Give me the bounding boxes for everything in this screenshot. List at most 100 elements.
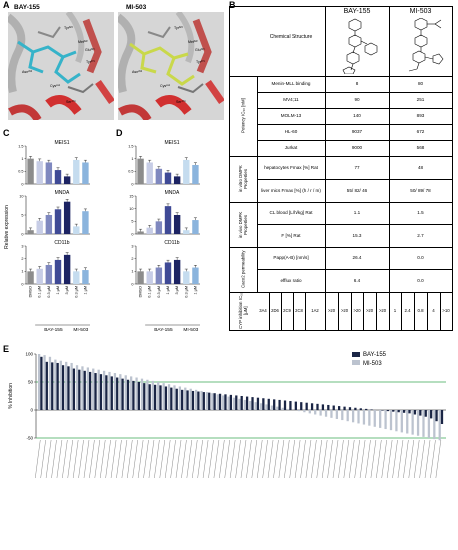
residue-label: Tyr²⁷⁶: [86, 60, 95, 64]
x-tick-label-mark: [354, 439, 360, 479]
bar: [27, 230, 34, 234]
bar: [113, 373, 117, 410]
bar: [45, 265, 53, 284]
residue-label: Asn²⁸²: [132, 70, 143, 74]
bar: [308, 410, 311, 414]
y-tick-label: 3: [21, 244, 23, 248]
bar: [202, 392, 205, 410]
bar: [427, 410, 431, 438]
molecule-mi503-title: MI-503: [126, 4, 147, 11]
bar: [281, 407, 284, 410]
protein-ligand-render-icon: [8, 12, 114, 120]
bar: [135, 377, 138, 410]
x-tick-label-mark: [251, 439, 257, 479]
bar: [362, 410, 366, 425]
cyp-value: >20: [353, 308, 361, 314]
bar: [86, 367, 89, 410]
bar: [173, 215, 181, 234]
bar: [424, 410, 427, 417]
bar: [254, 402, 257, 410]
bar: [256, 397, 260, 410]
x-tick-label-mark: [370, 439, 377, 479]
bar: [194, 389, 198, 410]
x-tick-label-mark: [235, 439, 241, 479]
x-tick-label-mark: [224, 439, 230, 479]
bar: [97, 369, 100, 410]
x-tick-label-mark: [208, 439, 214, 479]
row-label: HL-60: [284, 129, 298, 135]
bar: [173, 176, 181, 184]
x-tick-label-mark: [94, 439, 100, 479]
row-label: liver mics Fmax [%] (h / r / m): [261, 187, 321, 193]
bar: [419, 410, 422, 416]
row-label: Jurkat: [284, 145, 298, 151]
bar: [416, 410, 420, 436]
cyp-value: 2.4: [404, 308, 411, 314]
bar: [324, 410, 328, 417]
residue-label: Ser¹⁷⁸: [176, 100, 186, 104]
row-value: 80: [417, 81, 424, 87]
bar: [137, 271, 144, 284]
x-tick-label-mark: [424, 439, 431, 479]
qpcr-chart-d: MEIS1 0 0.5 1 1.5 MNDA 0 5 10 15 CD11b 0 1 2 3 DMSO 0.1 …: [128, 140, 200, 333]
bar: [330, 410, 333, 418]
bar: [153, 384, 157, 410]
bar: [270, 405, 274, 410]
bar: [265, 404, 268, 410]
bar: [59, 360, 62, 410]
legend-label-bay155: BAY-155: [363, 352, 387, 358]
y-tick-label: 10: [129, 207, 133, 211]
properties-table: Chemical Structure BAY-155 MI-503: [229, 6, 453, 331]
panel-label-e: E: [3, 344, 10, 354]
bar: [38, 354, 41, 410]
bar: [82, 270, 89, 284]
residue-label: Met³²²: [78, 40, 88, 44]
row-value: 26.4: [352, 255, 362, 261]
bar: [384, 410, 387, 430]
row-value: 672: [416, 129, 425, 135]
bar: [48, 356, 52, 410]
bar: [36, 220, 43, 234]
bar: [430, 410, 433, 419]
bar: [319, 410, 322, 416]
subplot-title: MEIS1: [54, 140, 69, 146]
x-tick-label: 0.3 µM: [184, 286, 188, 298]
bar: [346, 410, 349, 422]
bar: [386, 410, 390, 412]
bar: [381, 410, 384, 411]
bar: [54, 259, 62, 284]
x-tick-label-mark: [181, 439, 187, 479]
bar: [440, 410, 444, 424]
y-tick-label: 5: [21, 213, 23, 217]
bar: [240, 396, 243, 410]
bar: [108, 371, 111, 410]
bar: [433, 410, 436, 440]
bar: [110, 376, 113, 410]
bar: [373, 410, 376, 427]
bar: [63, 176, 71, 184]
residue-label: Glu³⁶³: [85, 48, 95, 52]
x-tick-label-mark: [349, 439, 355, 479]
bar: [116, 377, 119, 410]
bar: [249, 401, 252, 410]
bar: [81, 366, 84, 410]
x-tick-label-mark: [311, 439, 317, 479]
bar: [73, 159, 80, 184]
bar: [192, 165, 199, 184]
x-tick-label-mark: [343, 439, 350, 479]
bar: [183, 271, 190, 284]
x-tick-label-mark: [332, 439, 339, 479]
x-tick-label-mark: [305, 439, 312, 479]
bar: [36, 268, 43, 284]
x-tick-label: 0.3 µM: [74, 286, 78, 298]
bar: [164, 386, 168, 410]
group-label-bay155: BAY-155: [44, 327, 63, 333]
bar: [61, 365, 65, 410]
bar: [348, 407, 352, 410]
x-tick-label-mark: [267, 439, 274, 479]
bar: [402, 410, 406, 413]
bar: [218, 393, 222, 410]
row-label: F [%] Rat: [281, 232, 301, 238]
row-value: 568: [416, 145, 425, 151]
residue-label: Met³²²: [188, 40, 198, 44]
